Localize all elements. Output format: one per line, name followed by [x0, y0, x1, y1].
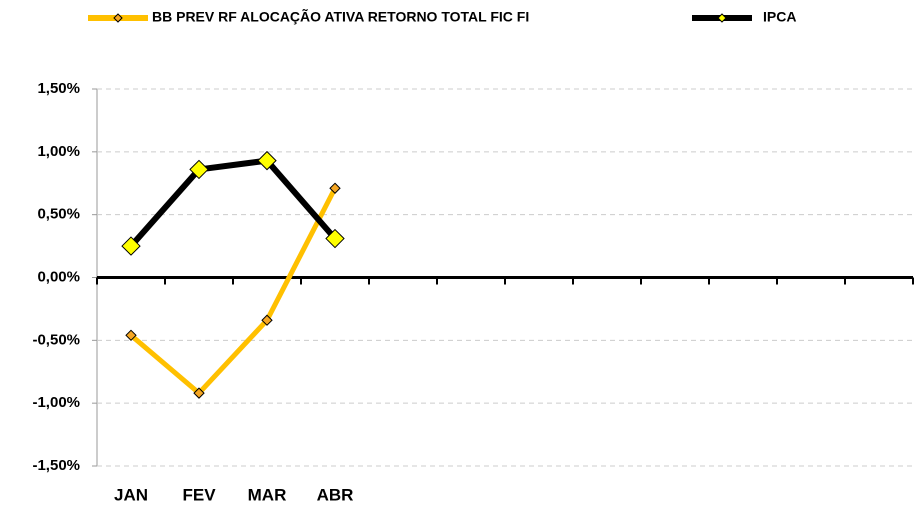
legend-marker	[717, 13, 727, 23]
y-tick-label: -1,50%	[32, 457, 80, 474]
marker	[189, 159, 209, 180]
y-tick-label: -1,00%	[32, 394, 80, 411]
y-tick-label: 0,00%	[37, 268, 80, 285]
marker	[257, 150, 277, 171]
marker	[329, 182, 341, 194]
y-tick-label: 0,50%	[37, 206, 80, 223]
legend-label: IPCA	[763, 9, 796, 25]
y-tick-label: 1,00%	[37, 143, 80, 160]
y-tick-label: -0,50%	[32, 331, 80, 348]
series-line	[128, 157, 338, 249]
marker	[325, 228, 345, 249]
legend-label: BB PREV RF ALOCAÇÃO ATIVA RETORNO TOTAL …	[152, 8, 529, 25]
marker	[261, 314, 273, 326]
marker	[121, 236, 141, 256]
x-tick-label: JAN	[114, 485, 148, 504]
x-tick-label: MAR	[248, 485, 287, 504]
marker	[125, 329, 137, 342]
x-tick-label: FEV	[182, 485, 216, 504]
x-tick-label: ABR	[317, 485, 354, 504]
series-line	[129, 187, 338, 396]
y-tick-label: 1,50%	[37, 80, 80, 97]
legend-marker	[113, 13, 123, 23]
marker	[193, 387, 205, 399]
